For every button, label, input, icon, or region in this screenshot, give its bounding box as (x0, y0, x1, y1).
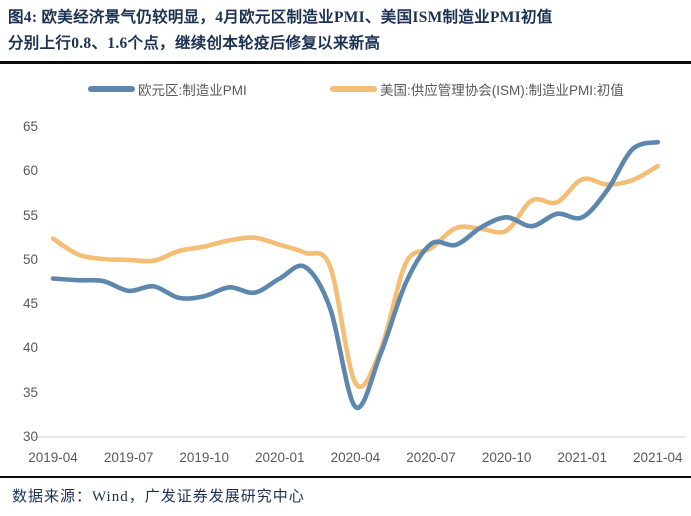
us-line-swatch (330, 86, 377, 92)
x-tick-label: 2019-10 (179, 450, 229, 465)
figure-title-line2: 分别上行0.8、1.6个点，继续创本轮疫后修复以来新高 (8, 35, 381, 52)
x-tick-label: 2021-04 (633, 450, 683, 465)
y-tick-label: 50 (22, 251, 38, 267)
y-tick-label: 60 (22, 163, 38, 179)
figure-title: 图4: 欧美经济景气仍较明显，4月欧元区制造业PMI、美国ISM制造业PMI初值… (8, 5, 686, 57)
legend-item-us: 美国:供应管理协会(ISM):制造业PMI:初值 (330, 79, 624, 99)
data-source: 数据来源：Wind，广发证券发展研究中心 (12, 489, 305, 505)
eurozone-line-swatch (88, 86, 135, 92)
x-tick-label: 2020-07 (406, 450, 456, 465)
y-tick-label: 65 (22, 119, 38, 134)
legend-label-eurozone: 欧元区:制造业PMI (138, 83, 247, 98)
x-tick-label: 2021-01 (557, 450, 607, 465)
us-pmi-line (50, 163, 661, 390)
x-tick-label: 2019-07 (103, 450, 154, 465)
legend-item-eurozone: 欧元区:制造业PMI (88, 79, 247, 99)
x-tick-label: 2019-04 (28, 450, 78, 465)
y-tick-label: 55 (22, 207, 38, 223)
x-tick-label: 2020-04 (330, 450, 381, 465)
title-divider (0, 61, 691, 64)
y-tick-label: 35 (22, 384, 38, 400)
x-tick-label: 2020-10 (481, 450, 532, 465)
legend-label-us: 美国:供应管理协会(ISM):制造业PMI:初值 (380, 83, 624, 98)
y-tick-label: 30 (22, 429, 38, 444)
footer-divider (0, 476, 691, 478)
figure-title-line1: 图4: 欧美经济景气仍较明显，4月欧元区制造业PMI、美国ISM制造业PMI初值 (8, 9, 553, 26)
x-tick-label: 2020-01 (255, 450, 305, 465)
y-tick-label: 45 (22, 296, 38, 312)
eurozone-pmi-line (50, 139, 661, 411)
y-tick-label: 40 (22, 340, 38, 356)
